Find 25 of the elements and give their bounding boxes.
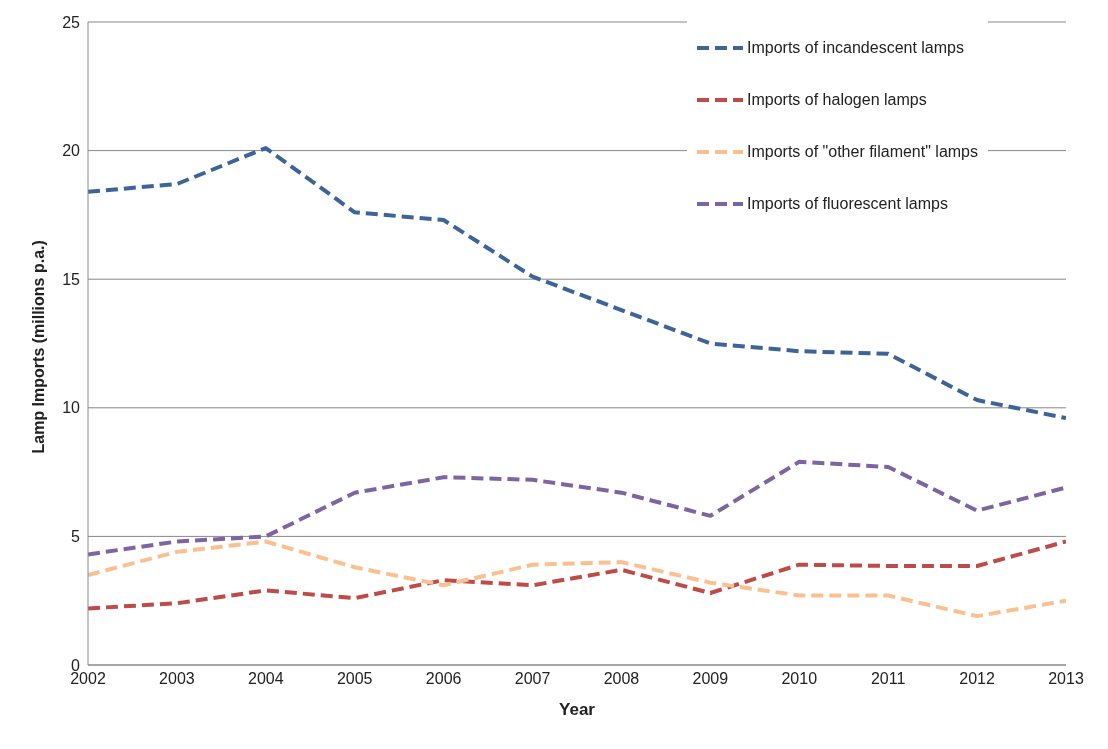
y-tick-label: 20 bbox=[62, 142, 81, 160]
y-axis-title: Lamp Imports (millions p.a.) bbox=[29, 240, 47, 454]
y-tick-label: 10 bbox=[62, 399, 81, 417]
x-tick-label: 2010 bbox=[781, 670, 818, 688]
legend-label: Imports of halogen lamps bbox=[747, 91, 927, 109]
x-tick-label: 2013 bbox=[1048, 670, 1084, 688]
y-tick-label: 5 bbox=[71, 528, 81, 546]
x-tick-label: 2007 bbox=[514, 670, 551, 688]
x-tick-label: 2008 bbox=[603, 670, 640, 688]
x-tick-label: 2002 bbox=[70, 670, 106, 688]
y-tick-label: 15 bbox=[62, 270, 81, 288]
y-tick-label: 25 bbox=[62, 13, 81, 31]
legend-label: Imports of fluorescent lamps bbox=[747, 195, 948, 213]
x-tick-label: 2005 bbox=[336, 670, 373, 688]
x-tick-label: 2004 bbox=[248, 670, 284, 688]
line-series bbox=[88, 459, 1066, 557]
line-series bbox=[88, 146, 1066, 421]
x-tick-label: 2003 bbox=[159, 670, 195, 688]
x-tick-label: 2006 bbox=[425, 670, 462, 688]
x-tick-label: 2012 bbox=[959, 670, 995, 688]
x-tick-label: 2009 bbox=[692, 670, 729, 688]
legend-label: Imports of "other filament" lamps bbox=[747, 143, 978, 161]
x-axis-title: Year bbox=[559, 700, 596, 719]
x-tick-label: 2011 bbox=[870, 670, 906, 688]
legend-label: Imports of incandescent lamps bbox=[747, 39, 964, 57]
